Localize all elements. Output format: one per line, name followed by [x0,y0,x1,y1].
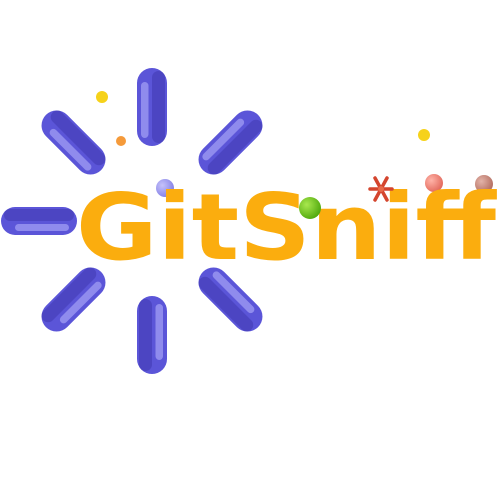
sunburst-icon [1,68,263,374]
ray-bottom-right [198,267,263,332]
wordmark: GitSniff [76,174,498,281]
ray-top [137,68,167,146]
yellow-dot-right [418,129,430,141]
ray-bottom-left [41,267,106,332]
sparkle-icon [368,176,394,202]
ray-left [1,207,77,235]
green-dot [299,197,321,219]
ray-bottom [137,296,167,374]
coral-dot [425,174,443,192]
rose-dot [475,175,493,193]
yellow-dot [96,91,108,103]
ray-top-right [198,110,263,175]
ray-top-left [41,110,106,175]
decorative-dots [96,91,493,197]
lavender-dot [156,179,174,197]
orange-dot [116,136,126,146]
